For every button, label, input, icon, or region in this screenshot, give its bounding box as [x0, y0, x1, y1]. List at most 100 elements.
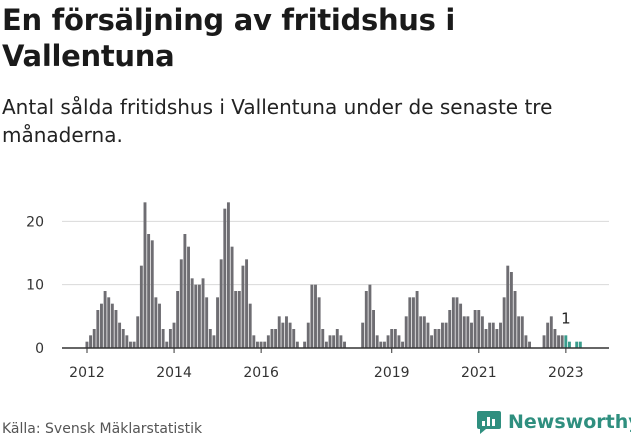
x-tick-label: 2021	[461, 365, 497, 381]
y-tick-label: 0	[35, 341, 44, 357]
bar	[92, 329, 96, 348]
bar	[197, 284, 201, 348]
bar	[303, 341, 307, 348]
bar	[237, 291, 241, 348]
bar	[477, 310, 481, 348]
bar	[462, 316, 466, 348]
bar	[437, 329, 441, 348]
bar	[488, 322, 492, 348]
bar	[314, 284, 317, 348]
bar	[292, 329, 296, 348]
bar	[183, 234, 187, 348]
x-tick-label: 2016	[243, 365, 279, 381]
bar	[226, 202, 230, 348]
bar	[317, 297, 321, 348]
bar	[103, 291, 107, 348]
bar	[147, 234, 151, 348]
bar	[263, 341, 267, 348]
bar	[375, 335, 379, 348]
bar	[216, 297, 220, 348]
bar	[451, 297, 455, 348]
bar	[201, 278, 205, 348]
bar	[281, 322, 285, 348]
bar	[212, 335, 216, 348]
bar	[252, 335, 256, 348]
bar	[404, 316, 408, 348]
bar	[339, 335, 343, 348]
bar	[194, 284, 198, 348]
bar	[245, 259, 249, 348]
x-tick-label: 2023	[548, 365, 584, 381]
bar	[143, 202, 147, 348]
bar	[553, 329, 557, 348]
x-tick-label: 2014	[156, 365, 192, 381]
bar	[121, 329, 125, 348]
y-tick-label: 20	[26, 214, 44, 230]
bar	[502, 297, 506, 348]
bar	[513, 291, 517, 348]
bar	[288, 322, 292, 348]
bar	[274, 329, 278, 348]
bar	[470, 322, 473, 348]
bar	[564, 335, 568, 348]
bar	[480, 316, 484, 348]
bar	[491, 322, 495, 348]
x-tick-label: 2019	[374, 365, 410, 381]
chart-subtitle: Antal sålda fritidshus i Vallentuna unde…	[2, 95, 553, 147]
bar	[382, 341, 386, 348]
bar	[306, 322, 310, 348]
bar	[219, 259, 223, 348]
bar	[129, 341, 132, 348]
bar	[506, 265, 510, 348]
bar	[172, 322, 176, 348]
bar	[412, 297, 415, 348]
bar	[343, 341, 346, 348]
brand-name: Newsworthy	[508, 411, 631, 433]
bar	[285, 316, 288, 348]
bar	[484, 329, 488, 348]
bar	[567, 341, 571, 348]
bar	[444, 322, 448, 348]
bar	[266, 335, 270, 348]
bar	[509, 272, 513, 348]
bar	[295, 341, 299, 348]
bar	[379, 341, 383, 348]
bar	[401, 341, 405, 348]
bar	[234, 291, 238, 348]
newsworthy-logo[interactable]: Newsworthy	[476, 409, 631, 435]
bar	[455, 297, 459, 348]
bar	[557, 335, 561, 348]
annotation-label: 1	[561, 310, 571, 328]
bar	[419, 316, 423, 348]
bar	[415, 291, 419, 348]
bar	[575, 341, 579, 348]
bar	[107, 297, 111, 348]
bar	[466, 316, 470, 348]
bar	[136, 316, 140, 348]
bar	[328, 335, 332, 348]
bar	[270, 329, 274, 348]
newsworthy-icon	[477, 411, 501, 434]
bar	[114, 310, 118, 348]
bar	[473, 310, 477, 348]
bar	[100, 303, 103, 348]
bar	[361, 322, 365, 348]
bar	[560, 335, 564, 348]
bar	[499, 322, 502, 348]
x-tick-label: 2012	[69, 365, 105, 381]
bar	[433, 329, 437, 348]
bar	[110, 303, 114, 348]
bar	[368, 284, 372, 348]
bar	[259, 341, 263, 348]
bar	[96, 310, 100, 348]
bar	[459, 303, 463, 348]
bar	[448, 310, 452, 348]
bar	[208, 329, 212, 348]
bar	[179, 259, 183, 348]
source-note: Källa: Svensk Mäklarstatistik	[2, 421, 203, 437]
bar	[168, 329, 172, 348]
bar	[139, 265, 143, 348]
bar	[187, 246, 190, 348]
bar	[372, 310, 375, 348]
bar	[223, 208, 227, 348]
